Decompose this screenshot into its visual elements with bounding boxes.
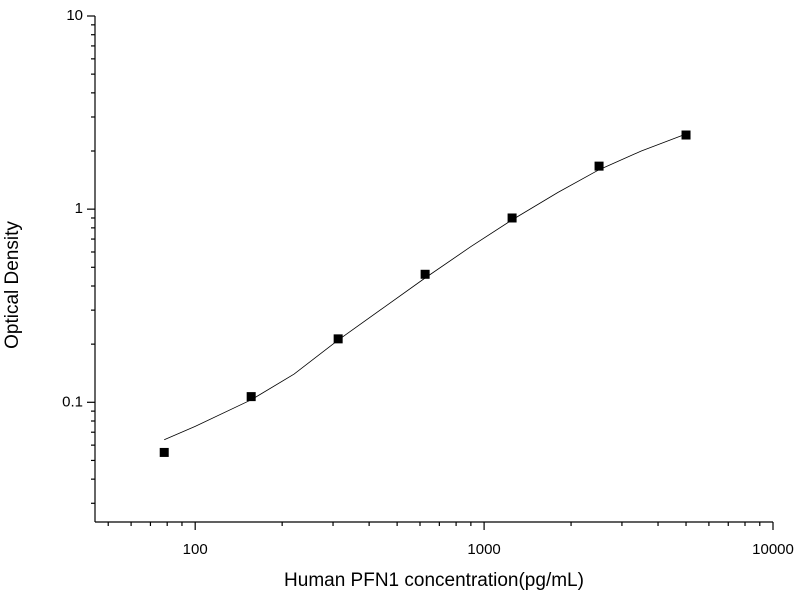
data-point [246, 392, 256, 402]
y-tick-label: 10 [66, 7, 83, 24]
data-point [159, 447, 169, 457]
x-tick-label: 10000 [752, 541, 794, 558]
data-point [594, 161, 604, 171]
y-axis-label: Optical Density [2, 221, 23, 349]
data-point [507, 213, 517, 223]
x-tick-label: 1000 [467, 541, 500, 558]
data-point [681, 130, 691, 140]
x-tick-label: 100 [183, 541, 208, 558]
data-point [420, 269, 430, 279]
data-point [333, 334, 343, 344]
fit-curve [164, 133, 687, 441]
y-tick-label: 1 [75, 200, 83, 217]
x-axis-label: Human PFN1 concentration(pg/mL) [284, 570, 584, 591]
y-tick-label: 0.1 [62, 393, 83, 410]
